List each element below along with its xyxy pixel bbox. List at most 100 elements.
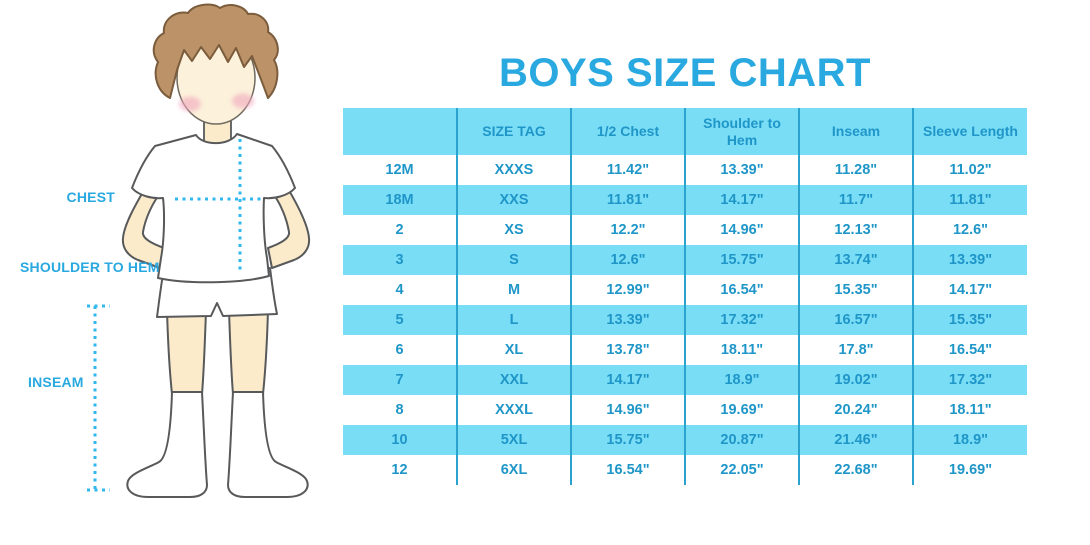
- boy-blush-left-icon: [179, 96, 201, 112]
- size-cell: 14.17": [912, 275, 1027, 305]
- size-cell: 11.81": [570, 185, 685, 215]
- size-cell: 22.05": [684, 455, 799, 485]
- size-row-label: 10: [343, 425, 457, 455]
- table-row: 18M XXS 11.81" 14.17" 11.7" 11.81": [343, 185, 1027, 215]
- table-row: 12 6XL 16.54" 22.05" 22.68" 19.69": [343, 455, 1027, 485]
- table-row: 8 XXXL 14.96" 19.69" 20.24" 18.11": [343, 395, 1027, 425]
- boy-left-sock: [126, 391, 208, 498]
- page-title: BOYS SIZE CHART: [499, 50, 871, 95]
- size-cell: XXXL: [456, 395, 571, 425]
- size-cell: L: [456, 305, 571, 335]
- chest-label: CHEST: [66, 189, 115, 205]
- size-cell: 13.39": [570, 305, 685, 335]
- size-table: SIZE TAG 1/2 Chest Shoulder to Hem Inseam Sl…: [343, 108, 1027, 485]
- table-row: 12M XXXS 11.42" 13.39" 11.28" 11.02": [343, 155, 1027, 185]
- table-row: 3 S 12.6" 15.75" 13.74" 13.39": [343, 245, 1027, 275]
- column-header-sleeve-length: Sleeve Length: [912, 108, 1027, 155]
- table-row: 2 XS 12.2" 14.96" 12.13" 12.6": [343, 215, 1027, 245]
- size-row-label: 12M: [343, 155, 457, 185]
- column-header-size-tag: SIZE TAG: [456, 108, 571, 155]
- size-cell: 5XL: [456, 425, 571, 455]
- size-cell: S: [456, 245, 571, 275]
- size-cell: 16.54": [570, 455, 685, 485]
- size-cell: 11.02": [912, 155, 1027, 185]
- size-cell: 13.39": [912, 245, 1027, 275]
- boy-right-leg: [227, 309, 270, 395]
- size-cell: 12.13": [798, 215, 913, 245]
- size-cell: XL: [456, 335, 571, 365]
- column-header-inseam: Inseam: [798, 108, 913, 155]
- size-row-label: 2: [343, 215, 457, 245]
- size-cell: 14.17": [684, 185, 799, 215]
- size-row-label: 8: [343, 395, 457, 425]
- size-cell: 18.9": [912, 425, 1027, 455]
- size-cell: 11.7": [798, 185, 913, 215]
- size-cell: 14.96": [570, 395, 685, 425]
- table-row: 6 XL 13.78" 18.11" 17.8" 16.54": [343, 335, 1027, 365]
- size-cell: 20.24": [798, 395, 913, 425]
- size-cell: 15.75": [570, 425, 685, 455]
- size-cell: 19.02": [798, 365, 913, 395]
- size-cell: 15.75": [684, 245, 799, 275]
- size-cell: XS: [456, 215, 571, 245]
- size-table-head-row: SIZE TAG 1/2 Chest Shoulder to Hem Inseam Sl…: [343, 108, 1027, 155]
- size-cell: 18.9": [684, 365, 799, 395]
- size-cell: 15.35": [912, 305, 1027, 335]
- shoulder-to-hem-label: SHOULDER TO HEM: [20, 259, 160, 275]
- size-cell: 17.8": [798, 335, 913, 365]
- size-cell: XXL: [456, 365, 571, 395]
- table-row: 7 XXL 14.17" 18.9" 19.02" 17.32": [343, 365, 1027, 395]
- size-cell: 19.69": [912, 455, 1027, 485]
- size-cell: M: [456, 275, 571, 305]
- size-cell: 13.74": [798, 245, 913, 275]
- table-row: 5 L 13.39" 17.32" 16.57" 15.35": [343, 305, 1027, 335]
- size-row-label: 4: [343, 275, 457, 305]
- boy-right-arm: [267, 181, 311, 269]
- size-row-label: 5: [343, 305, 457, 335]
- size-cell: 12.99": [570, 275, 685, 305]
- boy-illustration-svg: [87, 3, 311, 498]
- boy-illustration: [0, 0, 340, 545]
- size-table-body: 12M XXXS 11.42" 13.39" 11.28" 11.02" 18M XXS 11.…: [343, 155, 1027, 485]
- size-cell: 18.11": [912, 395, 1027, 425]
- boy-blush-right-icon: [232, 93, 254, 109]
- column-header-blank: [343, 108, 457, 155]
- size-cell: 12.2": [570, 215, 685, 245]
- boy-left-leg: [165, 309, 208, 395]
- size-row-label: 7: [343, 365, 457, 395]
- size-cell: 20.87": [684, 425, 799, 455]
- column-header-1-2-chest: 1/2 Chest: [570, 108, 685, 155]
- size-cell: 14.96": [684, 215, 799, 245]
- size-cell: 22.68": [798, 455, 913, 485]
- boy-shirt: [131, 133, 296, 284]
- size-cell: 13.78": [570, 335, 685, 365]
- size-cell: XXS: [456, 185, 571, 215]
- size-cell: 19.69": [684, 395, 799, 425]
- boy-right-sock: [227, 391, 309, 498]
- size-cell: 6XL: [456, 455, 571, 485]
- inseam-label: INSEAM: [28, 374, 84, 390]
- size-cell: 21.46": [798, 425, 913, 455]
- size-row-label: 18M: [343, 185, 457, 215]
- size-cell: 11.81": [912, 185, 1027, 215]
- column-header-shoulder-to-hem: Shoulder to Hem: [684, 108, 799, 155]
- table-row: 10 5XL 15.75" 20.87" 21.46" 18.9": [343, 425, 1027, 455]
- size-cell: 15.35": [798, 275, 913, 305]
- size-cell: 17.32": [912, 365, 1027, 395]
- size-cell: 12.6": [912, 215, 1027, 245]
- size-cell: XXXS: [456, 155, 571, 185]
- table-row: 4 M 12.99" 16.54" 15.35" 14.17": [343, 275, 1027, 305]
- size-cell: 12.6": [570, 245, 685, 275]
- size-cell: 17.32": [684, 305, 799, 335]
- size-cell: 13.39": [684, 155, 799, 185]
- size-row-label: 6: [343, 335, 457, 365]
- size-cell: 11.42": [570, 155, 685, 185]
- boy-hair: [152, 3, 279, 99]
- size-cell: 18.11": [684, 335, 799, 365]
- size-cell: 11.28": [798, 155, 913, 185]
- size-cell: 16.57": [798, 305, 913, 335]
- size-cell: 14.17": [570, 365, 685, 395]
- size-row-label: 12: [343, 455, 457, 485]
- size-row-label: 3: [343, 245, 457, 275]
- size-cell: 16.54": [912, 335, 1027, 365]
